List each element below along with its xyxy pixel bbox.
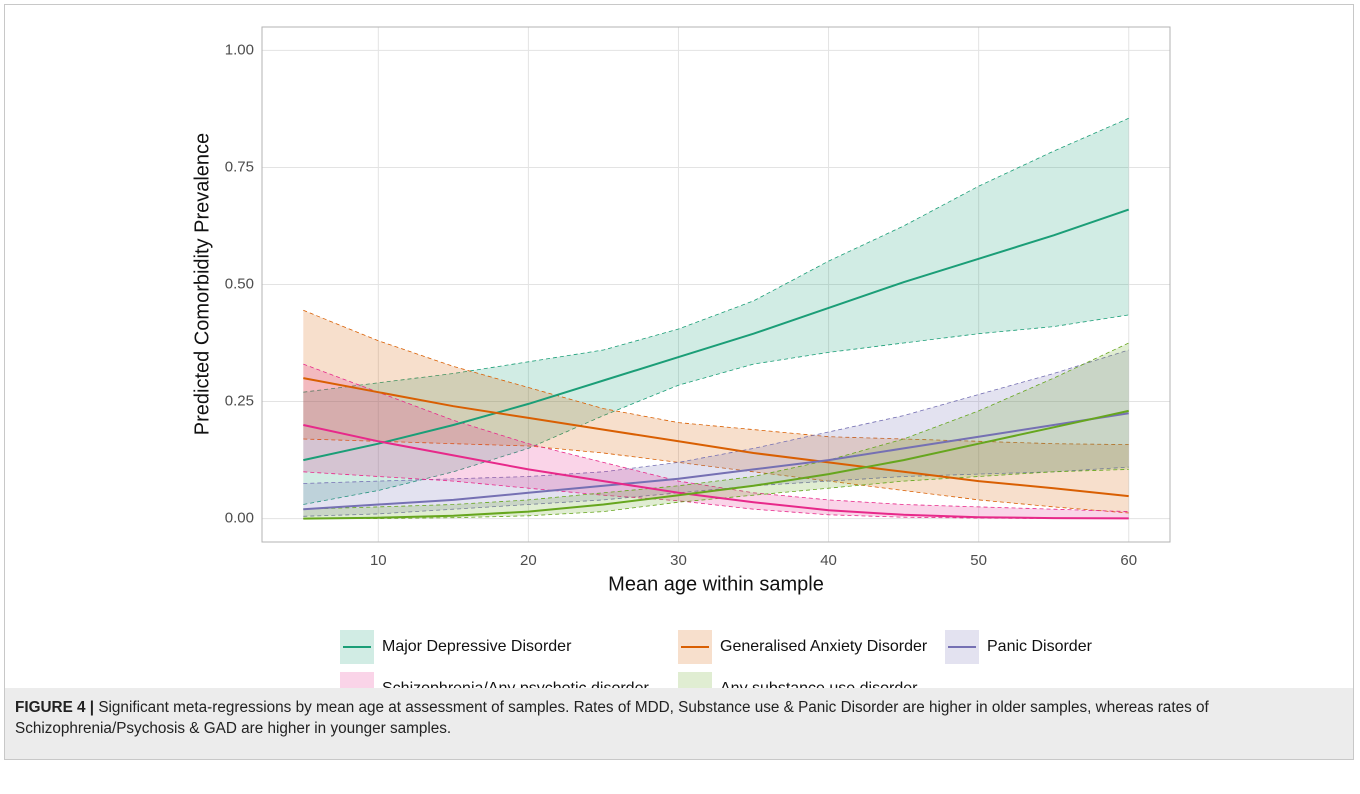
line xyxy=(303,412,1129,511)
x-tick-label: 40 xyxy=(820,552,837,569)
confidence-band xyxy=(303,310,1129,513)
chart: Mean age within sample Predicted Comorbi… xyxy=(191,26,1171,688)
line xyxy=(303,208,1130,462)
legend-key xyxy=(340,672,374,688)
y-tick-label: 1.00 xyxy=(225,41,254,58)
legend-label: Schizophrenia/Any psychotic disorder xyxy=(382,680,649,688)
x-axis-title: Mean age within sample xyxy=(608,573,824,595)
band-edge xyxy=(303,117,1129,393)
x-tick-label: 50 xyxy=(970,552,987,569)
confidence-band xyxy=(303,118,1129,505)
confidence-band xyxy=(303,364,1129,519)
y-tick-label: 0.25 xyxy=(225,393,254,410)
band-edge xyxy=(303,309,1129,445)
legend-key xyxy=(678,672,712,688)
caption: FIGURE 4 | Significant meta-regressions … xyxy=(5,688,1353,759)
panel-border xyxy=(261,26,1171,543)
x-tick-label: 30 xyxy=(670,552,687,569)
x-tick-label: 10 xyxy=(370,552,387,569)
band-edge xyxy=(303,349,1129,484)
y-tick-label: 0.50 xyxy=(225,275,254,292)
band-edge xyxy=(303,342,1129,510)
legend-label: Major Depressive Disorder xyxy=(382,638,572,655)
band-edge xyxy=(303,314,1129,505)
figure-frame xyxy=(4,4,1354,760)
legend-label: Any substance use disorder xyxy=(720,680,918,688)
caption-text: Significant meta-regressions by mean age… xyxy=(15,699,1209,737)
line xyxy=(303,424,1129,520)
y-tick-label: 0.00 xyxy=(225,510,254,527)
band-edge xyxy=(303,466,1129,517)
x-tick-label: 20 xyxy=(520,552,537,569)
band-edge xyxy=(303,438,1129,514)
band-edge xyxy=(303,469,1129,519)
legend-label: Panic Disorder xyxy=(987,638,1093,655)
legend-label: Generalised Anxiety Disorder xyxy=(720,638,928,655)
band-edge xyxy=(303,363,1129,512)
y-axis-title: Predicted Comorbidity Prevalence xyxy=(191,133,213,435)
x-tick-label: 60 xyxy=(1120,552,1137,569)
y-tick-label: 0.75 xyxy=(225,158,254,175)
line xyxy=(303,409,1129,520)
line xyxy=(303,377,1129,498)
caption-label: FIGURE 4 | xyxy=(15,699,95,716)
